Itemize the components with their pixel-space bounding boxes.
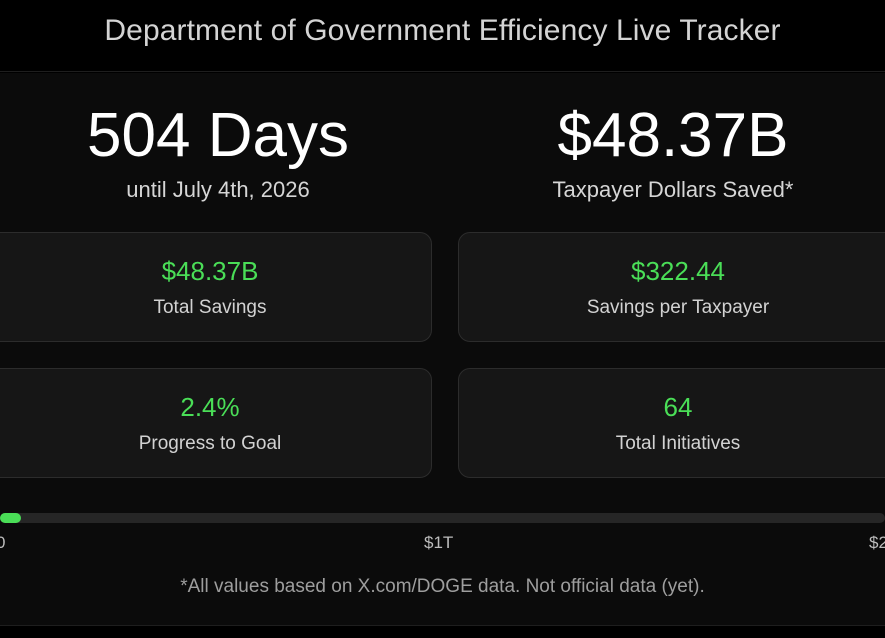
footer-strip [0,625,885,638]
dollars-saved-value: $48.37B [557,101,789,170]
total-initiatives-value: 64 [663,392,693,422]
dollars-saved-label: Taxpayer Dollars Saved* [552,177,794,202]
dollars-saved: $48.37B Taxpayer Dollars Saved* [458,100,885,204]
data-disclaimer: *All values based on X.com/DOGE data. No… [180,576,705,597]
progress-to-goal-label: Progress to Goal [138,433,282,454]
savings-per-taxpayer-label: Savings per Taxpayer [586,297,770,318]
progress-to-goal-card: 2.4% Progress to Goal [0,368,432,478]
savings-per-taxpayer-card: $322.44 Savings per Taxpayer [458,232,885,342]
progress-tick-mid: $1T [424,533,454,552]
total-savings-value: $48.37B [161,256,259,286]
days-countdown: 504 Days until July 4th, 2026 [0,100,436,204]
savings-progress-bar [0,513,885,523]
days-countdown-value: 504 Days [87,101,349,170]
total-savings-label: Total Savings [153,297,267,318]
main-panel [0,73,885,625]
progress-tick-end: $2 [869,533,885,552]
progress-to-goal-value: 2.4% [180,392,240,422]
page-title: Department of Government Efficiency Live… [104,13,781,47]
savings-per-taxpayer-value: $322.44 [631,256,725,286]
savings-progress-fill [0,513,22,523]
progress-tick-start: 0 [0,533,6,552]
total-initiatives-label: Total Initiatives [615,433,741,454]
total-savings-card: $48.37B Total Savings [0,232,432,342]
total-initiatives-card: 64 Total Initiatives [458,368,885,478]
header-bar: Department of Government Efficiency Live… [0,0,885,72]
days-countdown-label: until July 4th, 2026 [126,177,310,202]
